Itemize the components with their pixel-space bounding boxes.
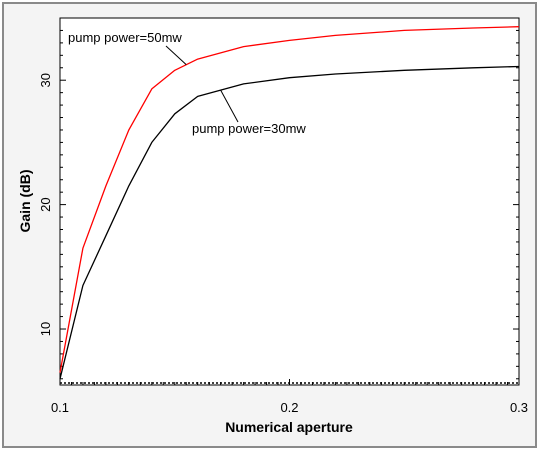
series-line-pump-50mw [59,26,520,373]
y-tick-label: 20 [38,197,53,211]
annotation-leader-30mw [220,89,239,123]
series-layer [59,26,520,384]
y-axis-title: Gain (dB) [17,170,33,233]
annotation-label-30mw: pump power=30mw [192,121,306,136]
plot-area [59,17,520,386]
x-tick-label: 0.1 [51,400,69,415]
annotation-label-50mw: pump power=50mw [68,30,182,45]
axis-ticks: 0.1 0.2 0.3 10 20 30 [38,17,528,415]
y-tick-label: 10 [38,322,53,336]
annotation-leader-50mw [165,45,187,66]
y-tick-label: 30 [38,73,53,87]
x-tick-label: 0.3 [510,400,528,415]
x-axis-title: Numerical aperture [225,419,353,435]
x-tick-label: 0.2 [280,400,298,415]
series-line-pump-30mw [59,65,520,379]
annotation-layer: pump power=50mw pump power=30mw [68,30,306,136]
